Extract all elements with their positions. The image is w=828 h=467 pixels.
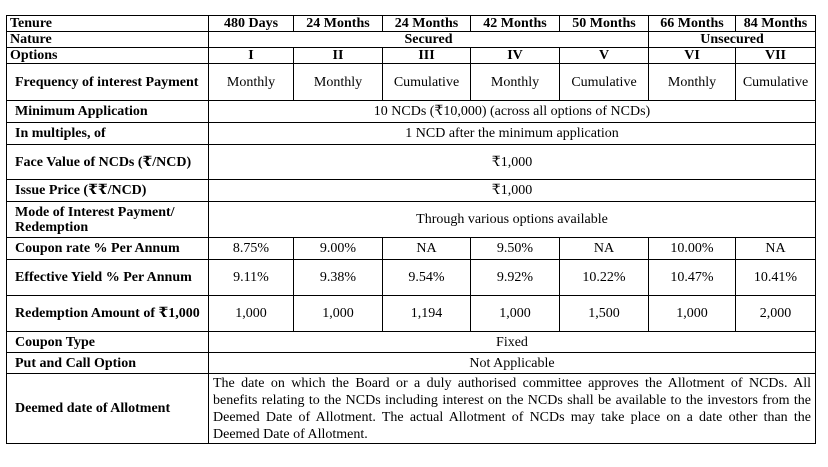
- effective-yield-cell: 9.92%: [470, 259, 560, 296]
- option-cell: I: [208, 47, 294, 64]
- coupon-rate-cell: 9.00%: [293, 237, 383, 260]
- put-call-row: Put and Call Option Not Applicable: [6, 352, 816, 374]
- multiples-value: 1 NCD after the minimum application: [208, 122, 816, 145]
- interest-mode-value: Through various options available: [208, 201, 816, 238]
- frequency-cell: Monthly: [208, 63, 294, 101]
- effective-yield-cell: 10.41%: [735, 259, 816, 296]
- put-call-value: Not Applicable: [208, 352, 816, 374]
- minimum-application-label: Minimum Application: [6, 100, 209, 123]
- frequency-row: Frequency of interest Payment Monthly Mo…: [6, 63, 816, 101]
- options-label: Options: [6, 47, 209, 64]
- ncd-terms-table: Tenure 480 Days 24 Months 24 Months 42 M…: [6, 15, 816, 444]
- coupon-type-row: Coupon Type Fixed: [6, 331, 816, 353]
- effective-yield-cell: 10.22%: [559, 259, 649, 296]
- unsecured-cell: Unsecured: [648, 31, 816, 48]
- issue-price-label: Issue Price (₹₹/NCD): [6, 179, 209, 202]
- redemption-amount-row: Redemption Amount of ₹1,000 1,000 1,000 …: [6, 295, 816, 332]
- frequency-cell: Monthly: [293, 63, 383, 101]
- effective-yield-cell: 9.54%: [382, 259, 471, 296]
- coupon-rate-cell: 10.00%: [648, 237, 736, 260]
- coupon-rate-cell: NA: [382, 237, 471, 260]
- secured-cell: Secured: [208, 31, 649, 48]
- frequency-cell: Monthly: [470, 63, 560, 101]
- frequency-cell: Cumulative: [735, 63, 816, 101]
- options-row: Options I II III IV V VI VII: [6, 47, 816, 64]
- coupon-rate-row: Coupon rate % Per Annum 8.75% 9.00% NA 9…: [6, 237, 816, 260]
- tenure-cell: 50 Months: [559, 15, 649, 32]
- nature-label: Nature: [6, 31, 209, 48]
- minimum-application-row: Minimum Application 10 NCDs (₹10,000) (a…: [6, 100, 816, 123]
- deemed-date-value: The date on which the Board or a duly au…: [208, 373, 816, 444]
- redemption-amount-label: Redemption Amount of ₹1,000: [6, 295, 209, 332]
- coupon-type-label: Coupon Type: [6, 331, 209, 353]
- issue-price-row: Issue Price (₹₹/NCD) ₹1,000: [6, 179, 816, 202]
- put-call-label: Put and Call Option: [6, 352, 209, 374]
- issue-price-value: ₹1,000: [208, 179, 816, 202]
- tenure-cell: 66 Months: [648, 15, 736, 32]
- option-cell: VII: [735, 47, 816, 64]
- face-value-value: ₹1,000: [208, 144, 816, 180]
- minimum-application-value: 10 NCDs (₹10,000) (across all options of…: [208, 100, 816, 123]
- coupon-rate-cell: NA: [735, 237, 816, 260]
- tenure-row: Tenure 480 Days 24 Months 24 Months 42 M…: [6, 15, 816, 32]
- tenure-cell: 24 Months: [293, 15, 383, 32]
- tenure-cell: 480 Days: [208, 15, 294, 32]
- tenure-label: Tenure: [6, 15, 209, 32]
- interest-mode-row: Mode of Interest Payment/ Redemption Thr…: [6, 201, 816, 238]
- redemption-amount-cell: 1,000: [293, 295, 383, 332]
- coupon-rate-cell: 9.50%: [470, 237, 560, 260]
- redemption-amount-cell: 1,500: [559, 295, 649, 332]
- coupon-type-value: Fixed: [208, 331, 816, 353]
- interest-mode-label: Mode of Interest Payment/ Redemption: [6, 201, 209, 238]
- option-cell: IV: [470, 47, 560, 64]
- redemption-amount-cell: 1,194: [382, 295, 471, 332]
- coupon-rate-cell: 8.75%: [208, 237, 294, 260]
- effective-yield-cell: 9.11%: [208, 259, 294, 296]
- effective-yield-cell: 10.47%: [648, 259, 736, 296]
- effective-yield-label: Effective Yield % Per Annum: [6, 259, 209, 296]
- redemption-amount-cell: 1,000: [648, 295, 736, 332]
- tenure-cell: 42 Months: [470, 15, 560, 32]
- multiples-label: In multiples, of: [6, 122, 209, 145]
- deemed-date-label: Deemed date of Allotment: [6, 373, 209, 444]
- coupon-rate-cell: NA: [559, 237, 649, 260]
- tenure-cell: 84 Months: [735, 15, 816, 32]
- effective-yield-cell: 9.38%: [293, 259, 383, 296]
- face-value-label: Face Value of NCDs (₹/NCD): [6, 144, 209, 180]
- option-cell: II: [293, 47, 383, 64]
- frequency-cell: Monthly: [648, 63, 736, 101]
- effective-yield-row: Effective Yield % Per Annum 9.11% 9.38% …: [6, 259, 816, 296]
- option-cell: VI: [648, 47, 736, 64]
- nature-row: Nature Secured Unsecured: [6, 31, 816, 48]
- deemed-date-row: Deemed date of Allotment The date on whi…: [6, 373, 816, 444]
- frequency-cell: Cumulative: [559, 63, 649, 101]
- option-cell: V: [559, 47, 649, 64]
- option-cell: III: [382, 47, 471, 64]
- frequency-cell: Cumulative: [382, 63, 471, 101]
- redemption-amount-cell: 1,000: [208, 295, 294, 332]
- tenure-cell: 24 Months: [382, 15, 471, 32]
- redemption-amount-cell: 1,000: [470, 295, 560, 332]
- face-value-row: Face Value of NCDs (₹/NCD) ₹1,000: [6, 144, 816, 180]
- redemption-amount-cell: 2,000: [735, 295, 816, 332]
- coupon-rate-label: Coupon rate % Per Annum: [6, 237, 209, 260]
- frequency-label: Frequency of interest Payment: [6, 63, 209, 101]
- multiples-row: In multiples, of 1 NCD after the minimum…: [6, 122, 816, 145]
